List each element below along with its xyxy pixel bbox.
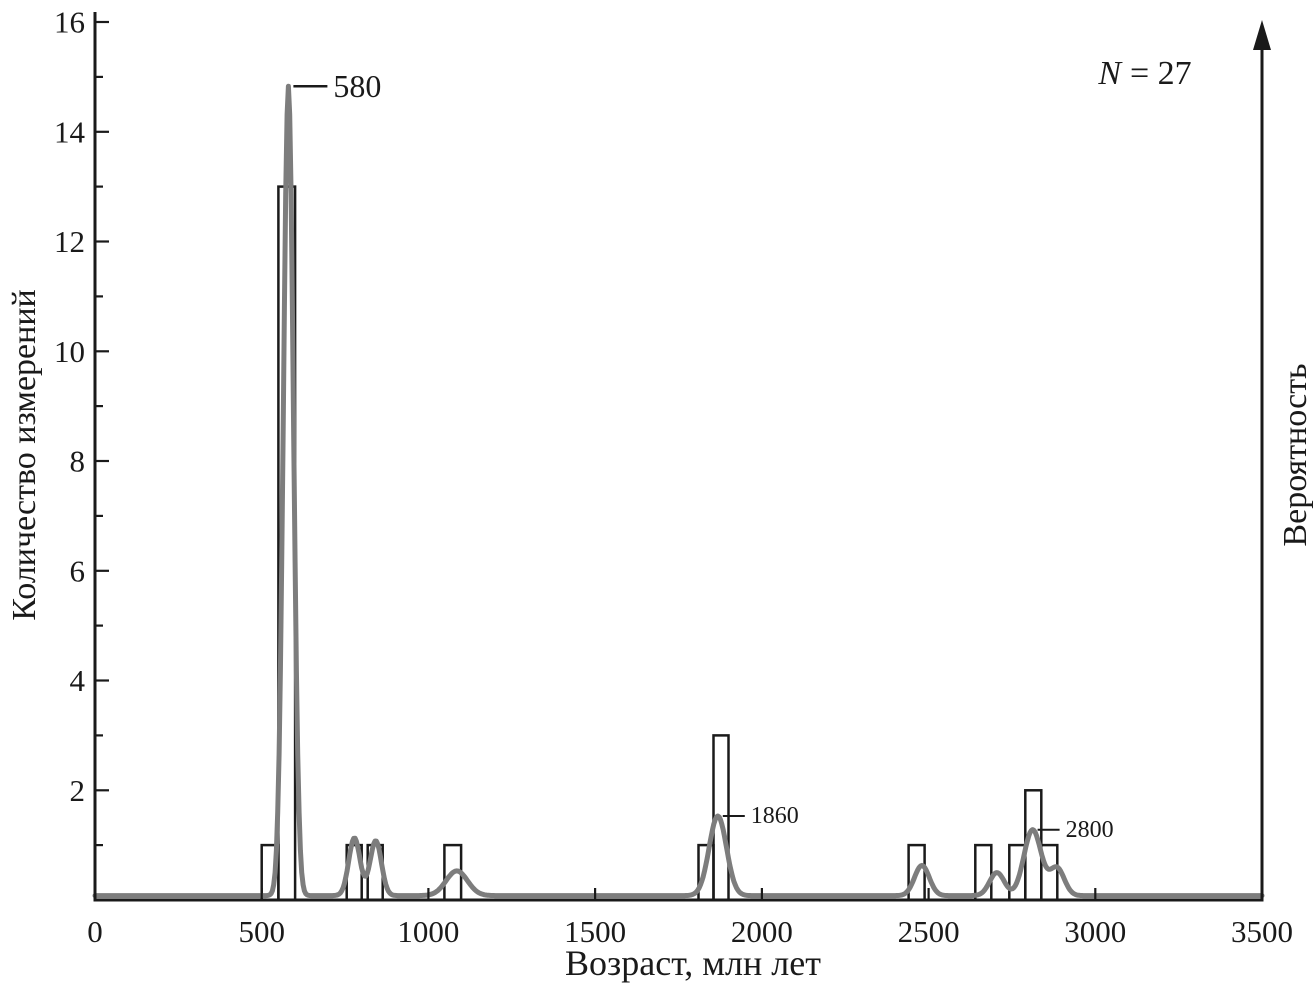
y-tick-label: 6 xyxy=(70,553,86,588)
y-tick-label: 4 xyxy=(70,663,86,698)
y-tick-label: 16 xyxy=(54,5,85,40)
x-tick-label: 1000 xyxy=(397,914,459,949)
y-tick-label: 12 xyxy=(54,224,85,259)
x-tick-label: 1500 xyxy=(564,914,626,949)
peak-annotations: 580 1860 2800 xyxy=(293,68,1114,843)
n-symbol: N xyxy=(1098,55,1121,92)
peak-label: 1860 xyxy=(751,803,799,829)
y-tick-label: 14 xyxy=(54,114,86,149)
ticks: 2 4 6 8 10 12 14 16 0 500 1000 1500 2000 2500 3000 3500 xyxy=(54,5,1293,950)
y-axis-label-right: Вероятность xyxy=(1277,363,1314,547)
up-arrow-icon xyxy=(1253,20,1271,50)
probability-curve-group xyxy=(92,83,1265,899)
probability-curve xyxy=(92,83,1265,899)
x-tick-label: 3500 xyxy=(1231,914,1293,949)
peak-label: 580 xyxy=(333,68,381,104)
y-axis-label-left: Количество измерений xyxy=(6,289,43,621)
n-value: = 27 xyxy=(1130,55,1192,92)
y-tick-label: 8 xyxy=(70,444,86,479)
histogram-bars xyxy=(260,185,1059,902)
axes xyxy=(93,12,1271,902)
peak-label: 2800 xyxy=(1066,817,1114,843)
x-tick-label: 2000 xyxy=(731,914,793,949)
y-tick-label: 10 xyxy=(54,334,85,369)
sample-count-annotation: N = 27 xyxy=(1098,55,1191,93)
x-tick-label: 2500 xyxy=(898,914,960,949)
x-axis-label: Возраст, млн лет xyxy=(565,943,821,983)
x-tick-label: 500 xyxy=(238,914,285,949)
x-tick-label: 0 xyxy=(87,914,103,949)
y-tick-label: 2 xyxy=(70,773,86,808)
x-tick-label: 3000 xyxy=(1064,914,1126,949)
